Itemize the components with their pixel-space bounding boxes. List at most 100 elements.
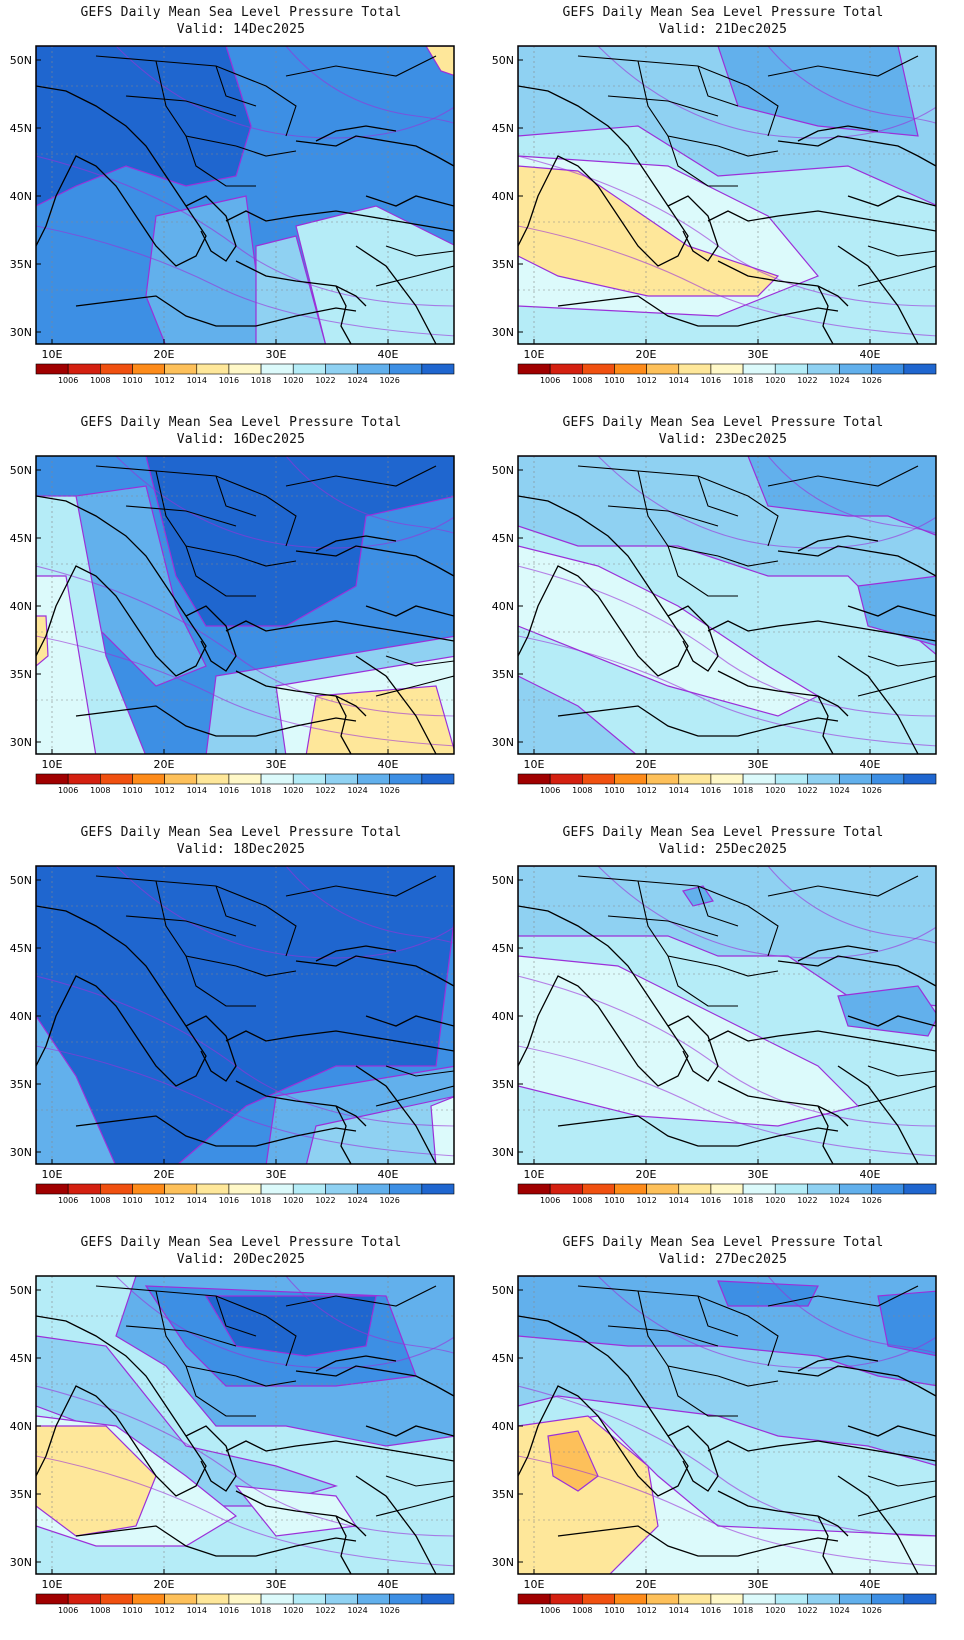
pressure-field xyxy=(518,1276,936,1574)
lat-tick-label: 40N xyxy=(10,600,32,613)
coastline xyxy=(75,1115,357,1147)
pressure-band xyxy=(305,1095,454,1164)
colorbar-swatch xyxy=(710,363,744,375)
panel-valid-date: Valid: 16Dec2025 xyxy=(176,432,306,447)
map-panel: GEFS Daily Mean Sea Level Pressure Total… xyxy=(482,410,964,820)
colorbar-swatch xyxy=(871,773,905,785)
country-border xyxy=(867,655,936,667)
pressure-band xyxy=(717,46,919,137)
colorbar-swatch xyxy=(100,773,133,785)
colorbar-label: 1008 xyxy=(572,1606,592,1615)
map-frame xyxy=(517,865,937,1165)
colorbar-swatch xyxy=(196,1183,230,1195)
country-border xyxy=(385,245,454,257)
panel-title-line: GEFS Daily Mean Sea Level Pressure Total xyxy=(80,415,402,430)
colorbar-swatch xyxy=(678,363,712,375)
country-border xyxy=(857,675,936,697)
country-border xyxy=(697,1295,739,1337)
coastline xyxy=(707,1440,936,1462)
coastline xyxy=(557,1525,839,1557)
colorbar-label: 1016 xyxy=(219,1606,239,1615)
coastline xyxy=(707,210,936,232)
colorbar-swatch xyxy=(710,1183,744,1195)
map-figure: 50N 45N 40N 35N 30N 10E 20E 30E 40E 1006 1008 1010 1… xyxy=(10,865,455,1205)
coastline xyxy=(817,695,834,754)
colorbar-swatch xyxy=(357,363,390,375)
coastline xyxy=(837,655,919,754)
colorbar-swatch xyxy=(228,773,262,785)
colorbar-label: 1016 xyxy=(701,376,721,385)
coastline xyxy=(837,245,919,344)
colorbar-label: 1020 xyxy=(283,1196,303,1205)
coastline xyxy=(355,1065,437,1164)
country-border xyxy=(285,465,437,487)
lat-tick-label: 45N xyxy=(10,122,32,135)
map-figure: 50N 45N 40N 35N 30N 10E 20E 30E 40E 1006 1008 1010 1… xyxy=(492,1275,937,1615)
colorbar-label: 1016 xyxy=(701,1196,721,1205)
colorbar-swatch xyxy=(614,773,647,785)
lat-tick-label: 40N xyxy=(492,1010,514,1023)
coastline xyxy=(36,1315,207,1497)
lon-tick-label: 10E xyxy=(42,758,63,771)
colorbar-swatch xyxy=(903,363,937,375)
map-panel: GEFS Daily Mean Sea Level Pressure Total… xyxy=(0,0,482,410)
country-border xyxy=(637,60,719,147)
colorbar-label: 1026 xyxy=(380,1606,400,1615)
lat-tick-label: 45N xyxy=(492,942,514,955)
colorbar-swatch xyxy=(903,1183,937,1195)
colorbar-swatch xyxy=(35,363,69,375)
colorbar-label: 1014 xyxy=(669,786,689,795)
country-border xyxy=(697,885,739,927)
lon-tick-label: 20E xyxy=(636,758,657,771)
colorbar-swatch xyxy=(325,1183,358,1195)
colorbar-swatch xyxy=(807,1183,840,1195)
lon-tick-label: 30E xyxy=(748,348,769,361)
coastline xyxy=(557,1115,839,1147)
colorbar-swatch xyxy=(614,363,647,375)
pressure-band xyxy=(682,885,714,907)
coastline xyxy=(335,1105,352,1164)
lat-tick-label: 35N xyxy=(10,668,32,681)
colorbar-swatch xyxy=(421,363,455,375)
colorbar-label: 1022 xyxy=(315,1606,335,1615)
colorbar-swatch xyxy=(132,363,165,375)
coastline xyxy=(36,905,207,1087)
coastline xyxy=(235,1080,367,1127)
colorbar-label: 1018 xyxy=(733,1606,753,1615)
country-border xyxy=(285,1285,437,1307)
country-border xyxy=(607,1325,719,1347)
country-border xyxy=(767,875,919,897)
coastline xyxy=(667,1425,719,1492)
lon-tick-label: 20E xyxy=(154,348,175,361)
map-figure: 50N 45N 40N 35N 30N 10E 20E 30E 40E 1006 1008 1010 1… xyxy=(492,455,937,795)
lat-tick-label: 40N xyxy=(10,1010,32,1023)
map-figure: 50N 45N 40N 35N 30N 10E 20E 30E 40E 1006 1008 1010 1… xyxy=(10,45,455,385)
colorbar-label: 1012 xyxy=(636,1196,656,1205)
colorbar-swatch xyxy=(742,363,776,375)
country-border xyxy=(235,555,297,567)
colorbar-swatch xyxy=(582,773,615,785)
colorbar-label: 1012 xyxy=(154,1196,174,1205)
colorbar-label: 1018 xyxy=(251,1606,271,1615)
lat-tick-label: 50N xyxy=(10,54,32,67)
colorbar-swatch xyxy=(807,1593,840,1605)
coastline xyxy=(185,1015,237,1082)
colorbar-swatch xyxy=(357,1593,390,1605)
colorbar-label: 1016 xyxy=(219,1196,239,1205)
coastline xyxy=(75,295,357,327)
country-border xyxy=(155,60,237,147)
pressure-band xyxy=(547,1430,599,1492)
map-frame xyxy=(517,45,937,345)
lon-tick-label: 10E xyxy=(42,1578,63,1591)
colorbar-label: 1026 xyxy=(380,786,400,795)
colorbar-swatch xyxy=(35,773,69,785)
colorbar-swatch xyxy=(325,773,358,785)
pressure-band xyxy=(717,1280,819,1307)
coastline xyxy=(75,1525,357,1557)
coastline xyxy=(837,1065,919,1164)
lon-tick-label: 40E xyxy=(378,1578,399,1591)
colorbar-label: 1010 xyxy=(604,786,624,795)
lon-tick-label: 40E xyxy=(860,348,881,361)
coastline xyxy=(355,655,437,754)
lat-tick-label: 30N xyxy=(10,326,32,339)
